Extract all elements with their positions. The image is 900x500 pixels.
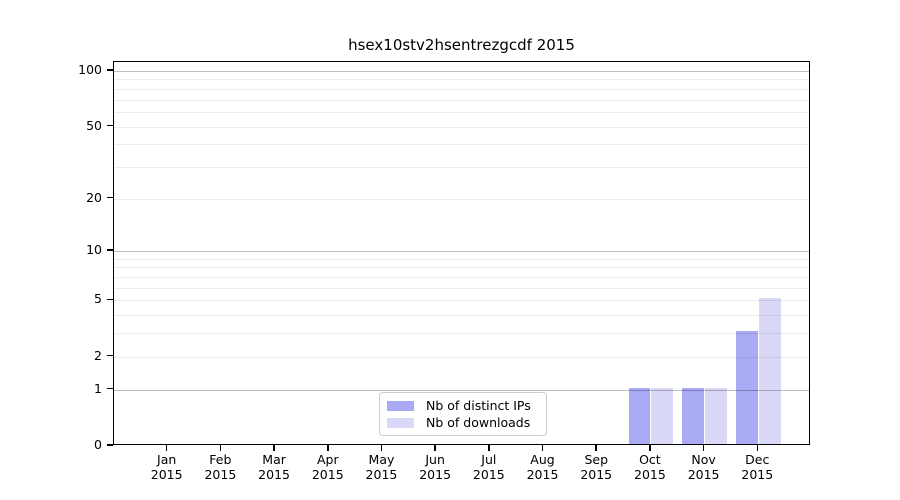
x-tick-label-jul: Jul 2015 [472, 452, 505, 482]
y-tick-label-100: 100 [78, 61, 102, 77]
y-tick-label-20: 20 [86, 189, 102, 205]
x-tick-label-dec: Dec 2015 [741, 452, 774, 482]
gridline-10 [114, 251, 809, 253]
chart-title: hsex10stv2hsentrezgcdf 2015 [348, 36, 575, 54]
legend-item-downloads: Nb of downloads [387, 415, 538, 430]
x-tick-sep [595, 445, 597, 451]
x-tick-label-apr: Apr 2015 [311, 452, 344, 482]
gridline-50 [114, 126, 809, 128]
legend-item-distinct-ips: Nb of distinct IPs [387, 398, 538, 413]
x-tick-feb [219, 445, 222, 451]
bar-dec-nb-of-distinct-ips [735, 331, 758, 444]
y-tick-2 [107, 354, 113, 357]
gridline-6 [114, 287, 809, 289]
gridline-70 [114, 99, 809, 101]
gridline-90 [114, 79, 809, 81]
legend-label-downloads: Nb of downloads [426, 415, 531, 430]
x-tick-may [380, 445, 383, 451]
x-tick-label-mar: Mar 2015 [258, 452, 290, 482]
legend-swatch-distinct-ips [387, 400, 414, 411]
gridline-20 [114, 198, 809, 200]
x-tick-apr [327, 445, 329, 451]
y-tick-0 [107, 444, 113, 446]
plot-area [113, 61, 810, 445]
x-tick-label-sep: Sep 2015 [580, 452, 613, 482]
y-tick-50 [107, 124, 113, 127]
y-tick-20 [107, 196, 113, 199]
gridline-3 [114, 333, 809, 335]
gridline-7 [114, 277, 809, 279]
gridline-2 [114, 356, 809, 358]
legend: Nb of distinct IPs Nb of downloads [379, 392, 547, 436]
bar-oct-nb-of-downloads [651, 387, 674, 444]
x-tick-dec [756, 445, 759, 451]
x-tick-mar [273, 445, 275, 451]
x-tick-label-aug: Aug 2015 [526, 452, 559, 482]
x-tick-label-feb: Feb 2015 [204, 452, 237, 482]
y-tick-1 [107, 387, 113, 390]
gridline-4 [114, 315, 809, 317]
x-tick-label-nov: Nov 2015 [687, 452, 720, 482]
bar-nov-nb-of-downloads [705, 387, 727, 444]
y-tick-label-1: 1 [94, 380, 102, 396]
x-tick-label-jun: Jun 2015 [419, 452, 452, 482]
x-tick-label-may: May 2015 [365, 452, 398, 482]
x-tick-label-jan: Jan 2015 [150, 452, 183, 482]
gridline-9 [114, 258, 809, 260]
x-tick-aug [541, 445, 544, 451]
y-tick-100 [107, 69, 113, 71]
legend-swatch-downloads [387, 417, 414, 428]
y-tick-label-50: 50 [86, 117, 102, 133]
gridline-60 [114, 111, 809, 113]
gridline-80 [114, 88, 809, 90]
x-tick-jan [165, 445, 168, 451]
gridline-100 [114, 70, 809, 72]
bar-nov-nb-of-distinct-ips [682, 387, 705, 444]
gridline-30 [114, 166, 809, 168]
gridline-8 [114, 267, 809, 269]
gridline-1 [114, 389, 809, 391]
x-tick-oct [649, 445, 651, 451]
legend-label-distinct-ips: Nb of distinct IPs [426, 398, 531, 413]
y-tick-label-5: 5 [94, 291, 102, 307]
y-tick-5 [107, 298, 113, 301]
y-tick-10 [107, 249, 113, 251]
y-tick-label-10: 10 [86, 242, 102, 258]
y-tick-label-0: 0 [94, 437, 102, 452]
gridline-5 [114, 300, 809, 302]
x-tick-nov [702, 445, 705, 451]
gridline-40 [114, 144, 809, 146]
bar-oct-nb-of-distinct-ips [628, 387, 651, 444]
bar-dec-nb-of-downloads [758, 298, 781, 444]
x-tick-label-oct: Oct 2015 [634, 452, 666, 482]
x-tick-jul [488, 445, 490, 451]
x-tick-jun [434, 445, 436, 451]
y-tick-label-2: 2 [94, 347, 102, 363]
